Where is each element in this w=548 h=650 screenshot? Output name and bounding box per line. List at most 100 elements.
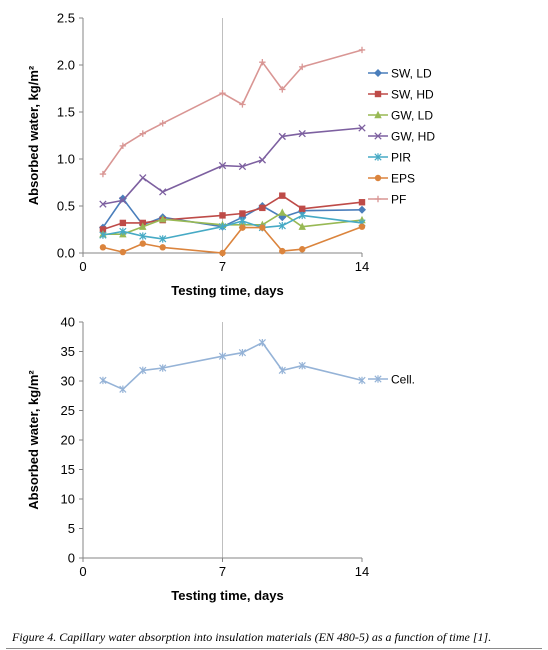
series-sw-ld: [98, 194, 366, 232]
data-point-cell: [258, 338, 266, 347]
series-line-cell: [102, 341, 363, 391]
data-point-gw-hd: [99, 200, 107, 208]
data-point-pir: [278, 222, 286, 230]
x-tick-label-bottom: 0: [79, 564, 86, 579]
y-tick-label-top: 2.0: [57, 58, 75, 73]
y-tick-label-bottom: 5: [68, 521, 75, 536]
x-axis-label-top: Testing time, days: [171, 283, 283, 298]
legend-marker: [374, 90, 382, 98]
data-point-gw-ld: [159, 214, 167, 223]
series-line-pf: [102, 49, 363, 175]
series-sw-hd: [99, 192, 366, 233]
data-point-gw-hd: [298, 129, 306, 138]
data-point-cell: [139, 366, 147, 375]
data-point-eps: [239, 224, 246, 231]
data-point-sw-ld: [358, 205, 366, 214]
data-point-cell: [358, 376, 366, 385]
data-point-pf: [119, 142, 127, 150]
data-point-pir: [159, 235, 167, 243]
legend-item-pir: PIR: [368, 151, 411, 165]
legend-label: GW, HD: [391, 130, 435, 144]
y-tick-label-bottom: 30: [61, 374, 75, 389]
legend-item-gw-hd: GW, HD: [368, 130, 435, 144]
data-point-pf: [139, 130, 146, 137]
data-point-eps: [279, 247, 286, 255]
series-cell: [99, 338, 366, 393]
y-tick-label-bottom: 15: [61, 462, 75, 477]
data-point-gw-hd: [218, 161, 227, 170]
legend-marker: [374, 195, 382, 203]
data-point-pir: [139, 232, 147, 240]
data-point-cell: [278, 366, 286, 375]
x-tick-label-top: 14: [355, 259, 369, 274]
data-point-pf: [358, 46, 366, 54]
legend-marker: [374, 69, 382, 77]
series-line-gw-hd: [102, 127, 363, 205]
data-point-eps: [259, 224, 266, 231]
data-point-eps: [219, 249, 226, 257]
series-eps: [99, 223, 366, 257]
legend-marker: [374, 110, 382, 119]
y-axis-label-top: Absorbed water, kg/m²: [26, 65, 41, 205]
figure-caption: Figure 4. Capillary water absorption int…: [12, 630, 492, 644]
data-point-gw-hd: [358, 124, 366, 132]
data-point-gw-hd: [119, 196, 127, 205]
x-tick-label-bottom: 14: [355, 564, 369, 579]
legend-label: Cell.: [391, 373, 415, 387]
legend-label: EPS: [391, 172, 415, 186]
legend-item-cell: Cell.: [368, 373, 415, 387]
data-point-pir: [119, 227, 127, 236]
y-tick-label-top: 0.0: [57, 246, 75, 261]
y-tick-label-top: 2.5: [57, 11, 75, 26]
data-point-pf: [99, 170, 107, 178]
y-axis-label-bottom: Absorbed water, kg/m²: [26, 370, 41, 510]
data-point-sw-hd: [99, 226, 107, 233]
data-point-eps: [139, 240, 146, 247]
y-tick-label-top: 1.5: [57, 105, 75, 120]
data-point-gw-hd: [159, 188, 167, 196]
y-tick-label-bottom: 35: [61, 344, 75, 359]
legend-marker: [374, 132, 382, 140]
data-point-pf: [279, 86, 286, 93]
legend-label: GW, LD: [391, 109, 433, 123]
data-point-cell: [238, 348, 247, 357]
legend-marker: [374, 375, 382, 383]
series-line-sw-ld: [102, 197, 363, 229]
data-point-gw-hd: [139, 174, 147, 182]
x-tick-label-bottom: 7: [219, 564, 226, 579]
y-tick-label-bottom: 0: [68, 551, 75, 566]
legend-label: SW, HD: [391, 88, 434, 102]
data-point-cell: [159, 364, 167, 372]
legend-item-gw-ld: GW, LD: [368, 109, 433, 123]
legend-label: SW, LD: [391, 67, 432, 81]
figure: 0.0 0.5 1.0 1.5 2.0 2.5 0 7 14 Testing time, days…: [26, 11, 435, 604]
series-line-pir: [102, 214, 363, 240]
data-point-gw-ld: [298, 222, 306, 230]
legend-item-sw-hd: SW, HD: [368, 88, 434, 102]
data-point-gw-hd: [238, 162, 247, 171]
data-point-eps: [99, 244, 107, 251]
chart-bottom: 0 5 10 15 20 25 30 35 40 0 7 14 Testing time, days Ab…: [26, 315, 415, 604]
data-point-gw-hd: [258, 156, 267, 164]
data-point-cell: [298, 361, 306, 370]
data-point-eps: [159, 244, 166, 251]
caption-divider: [6, 648, 542, 649]
data-point-pf: [259, 58, 266, 66]
data-point-eps: [358, 223, 366, 230]
x-tick-label-top: 0: [79, 259, 86, 274]
y-tick-label-bottom: 20: [61, 433, 75, 448]
data-point-pir: [218, 222, 227, 231]
data-point-sw-hd: [299, 205, 306, 213]
y-tick-label-bottom: 40: [61, 315, 75, 330]
data-point-eps: [299, 246, 306, 253]
series-line-sw-hd: [102, 194, 363, 231]
legend-label: PIR: [391, 151, 411, 165]
data-point-sw-hd: [358, 199, 366, 206]
x-axis-label-bottom: Testing time, days: [171, 588, 283, 603]
data-point-pf: [299, 63, 306, 71]
data-point-pf: [239, 101, 246, 108]
series-line-eps: [102, 225, 363, 254]
data-point-pf: [159, 120, 166, 127]
y-tick-label-top: 0.5: [57, 199, 75, 214]
y-tick-label-top: 1.0: [57, 152, 75, 167]
